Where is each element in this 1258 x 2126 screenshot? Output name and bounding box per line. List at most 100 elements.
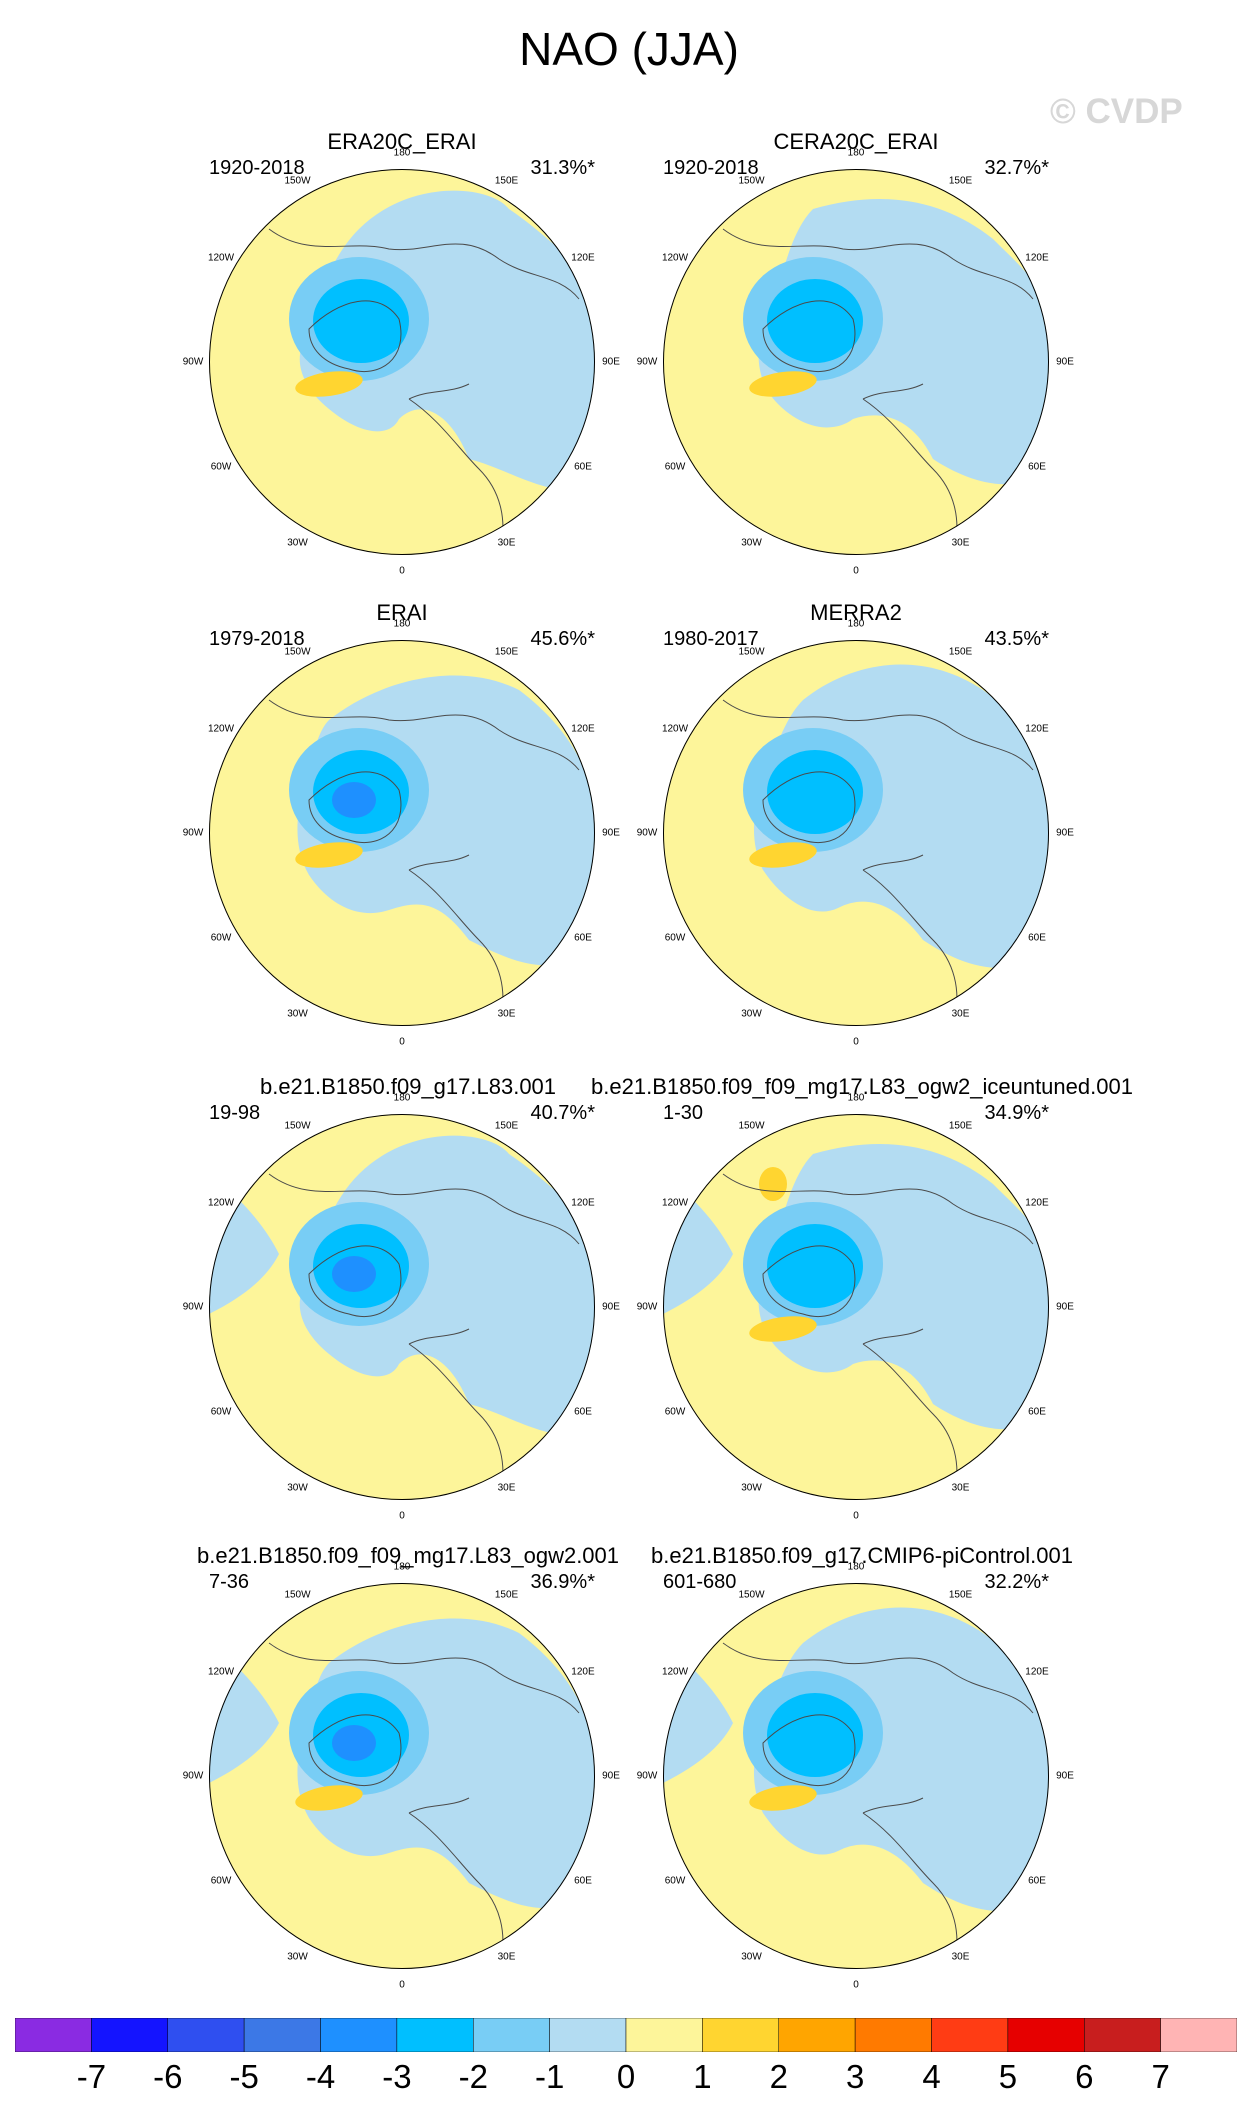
longitude-label: 150W xyxy=(284,1120,311,1132)
longitude-label: 180 xyxy=(847,618,865,630)
colorbar-tick-label: 0 xyxy=(616,2058,636,2095)
colorbar-tick-label: 5 xyxy=(998,2058,1018,2095)
longitude-label: 30W xyxy=(741,1008,762,1020)
longitude-label: 90E xyxy=(1056,356,1074,368)
colorbar-tick-label: 1 xyxy=(693,2058,712,2095)
longitude-label: 150E xyxy=(494,1589,519,1601)
colorbar-tick-label: 4 xyxy=(922,2058,941,2095)
longitude-label: 0 xyxy=(853,1036,859,1048)
panel-title: MERRA2 xyxy=(810,600,902,625)
longitude-label: 120E xyxy=(571,252,595,263)
longitude-label: 180 xyxy=(847,147,865,159)
longitude-label: 30W xyxy=(741,1951,762,1963)
longitude-label: 60E xyxy=(574,1875,592,1886)
panel-period: 1-30 xyxy=(663,1102,704,1124)
panel-variance: 32.2%* xyxy=(984,1571,1050,1593)
coastlines xyxy=(268,1173,580,1500)
polar-map xyxy=(209,1114,595,1500)
colorbar-svg xyxy=(14,2017,1238,2053)
longitude-label: 30W xyxy=(287,1951,308,1963)
panel-variance: 34.9%* xyxy=(984,1102,1050,1124)
negative-core-2 xyxy=(313,279,409,363)
longitude-label: 150W xyxy=(738,175,765,187)
negative-core-3 xyxy=(332,782,376,818)
map-border xyxy=(663,1114,1049,1500)
colorbar-swatch xyxy=(625,2017,703,2053)
longitude-label: 0 xyxy=(399,565,405,577)
longitude-label: 90E xyxy=(1056,1770,1074,1782)
longitude-label: 150W xyxy=(738,1589,765,1601)
longitude-label: 150E xyxy=(948,1589,973,1601)
longitude-label: 0 xyxy=(399,1510,405,1522)
longitude-label: 120W xyxy=(661,723,689,734)
longitude-label: 60E xyxy=(1028,461,1046,472)
colorbar-swatch xyxy=(243,2017,321,2053)
coastlines xyxy=(722,228,1034,555)
positive-core-pacific xyxy=(759,1167,787,1201)
longitude-label: 60W xyxy=(210,932,232,943)
longitude-label: 30E xyxy=(497,1008,516,1020)
longitude-label: 180 xyxy=(393,147,411,159)
longitude-label: 30W xyxy=(741,1482,762,1494)
longitude-label: 90W xyxy=(636,1301,658,1313)
longitude-label: 90E xyxy=(1056,827,1074,839)
colorbar-swatch xyxy=(396,2017,474,2053)
positive-core xyxy=(295,1785,363,1811)
longitude-label: 60W xyxy=(210,1406,232,1417)
longitude-label: 150E xyxy=(948,1120,973,1132)
longitude-label: 0 xyxy=(853,1979,859,1991)
coastlines xyxy=(722,1642,1034,1969)
longitude-label: 90W xyxy=(636,1770,658,1782)
longitude-label: 150E xyxy=(948,175,973,187)
map-field xyxy=(209,1583,595,1969)
longitude-label: 30E xyxy=(951,537,970,549)
longitude-label: 120E xyxy=(571,1666,595,1677)
panel-title: b.e21.B1850.f09_g17.L83.001 xyxy=(259,1074,557,1099)
map-border xyxy=(663,640,1049,1026)
longitude-label: 60W xyxy=(664,1406,686,1417)
colorbar-swatch xyxy=(1160,2017,1238,2053)
colorbar-tick-label: -7 xyxy=(76,2058,107,2095)
longitude-label: 90E xyxy=(602,356,620,368)
longitude-label: 60E xyxy=(574,1406,592,1417)
colorbar-tick-label: 2 xyxy=(769,2058,788,2095)
longitude-label: 120W xyxy=(661,1197,689,1208)
positive-core xyxy=(295,842,363,868)
longitude-label: 90W xyxy=(182,1301,204,1313)
positive-core xyxy=(749,371,817,397)
colorbar-swatch xyxy=(320,2017,398,2053)
map-border xyxy=(209,169,595,555)
longitude-label: 30E xyxy=(497,537,516,549)
longitude-label: 120E xyxy=(1025,723,1049,734)
panel-period: 1980-2017 xyxy=(663,628,759,650)
positive-core xyxy=(749,1785,817,1811)
longitude-label: 30E xyxy=(951,1482,970,1494)
map-border xyxy=(663,169,1049,555)
longitude-label: 120E xyxy=(1025,1666,1049,1677)
map-field xyxy=(209,169,595,555)
longitude-label: 90E xyxy=(602,827,620,839)
longitude-label: 120E xyxy=(571,723,595,734)
longitude-label: 120W xyxy=(207,723,235,734)
longitude-label: 60W xyxy=(210,461,232,472)
map-field xyxy=(663,169,1049,555)
longitude-label: 60E xyxy=(1028,1406,1046,1417)
colorbar-tick-label: -1 xyxy=(534,2058,565,2095)
map-field xyxy=(663,640,1049,1026)
longitude-label: 30W xyxy=(287,537,308,549)
coastlines xyxy=(268,1642,580,1969)
longitude-label: 60E xyxy=(1028,932,1046,943)
panel-title: b.e21.B1850.f09_f09_mg17.L83_ogw2.001 xyxy=(196,1543,620,1568)
longitude-label: 180 xyxy=(847,1092,865,1104)
positive-core xyxy=(749,842,817,868)
longitude-label: 150E xyxy=(948,646,973,658)
longitude-label: 90W xyxy=(182,1770,204,1782)
map-field xyxy=(209,640,595,1026)
colorbar-tick-label: -2 xyxy=(458,2058,488,2095)
negative-core-3 xyxy=(332,1725,376,1761)
longitude-label: 150W xyxy=(738,646,765,658)
colorbar-swatch xyxy=(854,2017,932,2053)
watermark: © CVDP xyxy=(1050,92,1183,131)
coastlines xyxy=(722,1173,1034,1500)
colorbar-swatch xyxy=(702,2017,779,2053)
